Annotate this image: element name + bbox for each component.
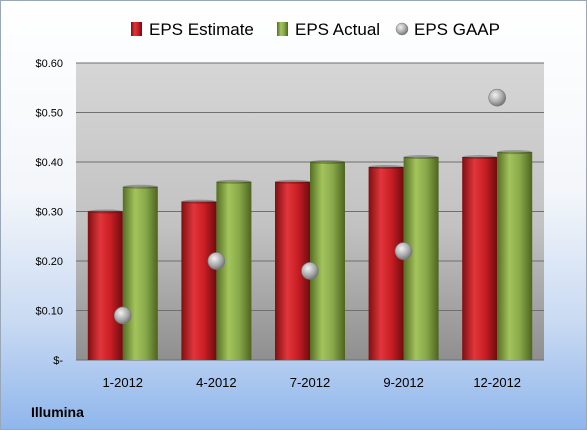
y-tick-label: $0.30: [35, 207, 63, 219]
bar-top-edge: [368, 164, 404, 169]
bar-eps-actual: [403, 157, 439, 360]
legend-swatch: [131, 22, 142, 36]
y-tick-label: $0.60: [35, 58, 63, 70]
bar-top-edge: [403, 155, 439, 160]
y-tick-label: $0.50: [35, 108, 63, 120]
x-tick-label: 12-2012: [473, 375, 521, 390]
y-axis-ticks: $- $0.10 $0.20 $0.30 $0.40 $0.50 $0.60: [35, 58, 63, 367]
bar-top-edge: [122, 184, 158, 189]
point-eps-gaap: [207, 252, 226, 270]
bar-eps-actual: [216, 181, 252, 360]
x-tick-label: 1-2012: [103, 375, 143, 390]
bar-eps-estimate: [368, 166, 404, 360]
y-tick-label: $0.10: [35, 306, 63, 318]
point-eps-gaap: [114, 306, 132, 325]
bar-top-edge: [462, 155, 498, 160]
bar-eps-actual: [122, 186, 158, 360]
x-axis-ticks: 1-2012 4-2012 7-2012 9-2012 12-2012: [103, 375, 522, 390]
bar-top-edge: [275, 179, 310, 184]
legend-label: EPS Estimate: [149, 20, 254, 39]
bar-eps-actual: [497, 152, 533, 360]
y-tick-label: $-: [53, 355, 63, 367]
bar-top-edge: [181, 199, 217, 204]
company-label: Illumina: [31, 404, 84, 420]
point-eps-gaap: [301, 262, 319, 280]
bar-eps-actual: [310, 162, 345, 360]
bar-eps-estimate: [87, 211, 123, 360]
bar-top-edge: [310, 160, 345, 164]
legend-swatch: [277, 22, 288, 36]
bar-top-edge: [87, 209, 123, 214]
legend-label: EPS Actual: [295, 20, 380, 39]
y-tick-label: $0.40: [35, 157, 63, 169]
legend-swatch: [395, 22, 409, 36]
x-tick-label: 9-2012: [383, 375, 423, 390]
bar-top-edge: [497, 150, 533, 155]
bar-top-edge: [216, 179, 252, 184]
x-tick-label: 4-2012: [196, 375, 236, 390]
y-tick-label: $0.20: [35, 256, 63, 268]
legend: EPS Estimate EPS Actual EPS GAAP: [131, 20, 500, 39]
bar-eps-estimate: [181, 201, 217, 360]
x-tick-label: 7-2012: [290, 375, 330, 390]
point-eps-gaap: [488, 88, 507, 107]
bars: [87, 150, 533, 360]
legend-label: EPS GAAP: [414, 20, 500, 39]
point-eps-gaap: [394, 242, 413, 260]
gaap-points: [114, 88, 507, 325]
bar-eps-estimate: [462, 157, 498, 360]
